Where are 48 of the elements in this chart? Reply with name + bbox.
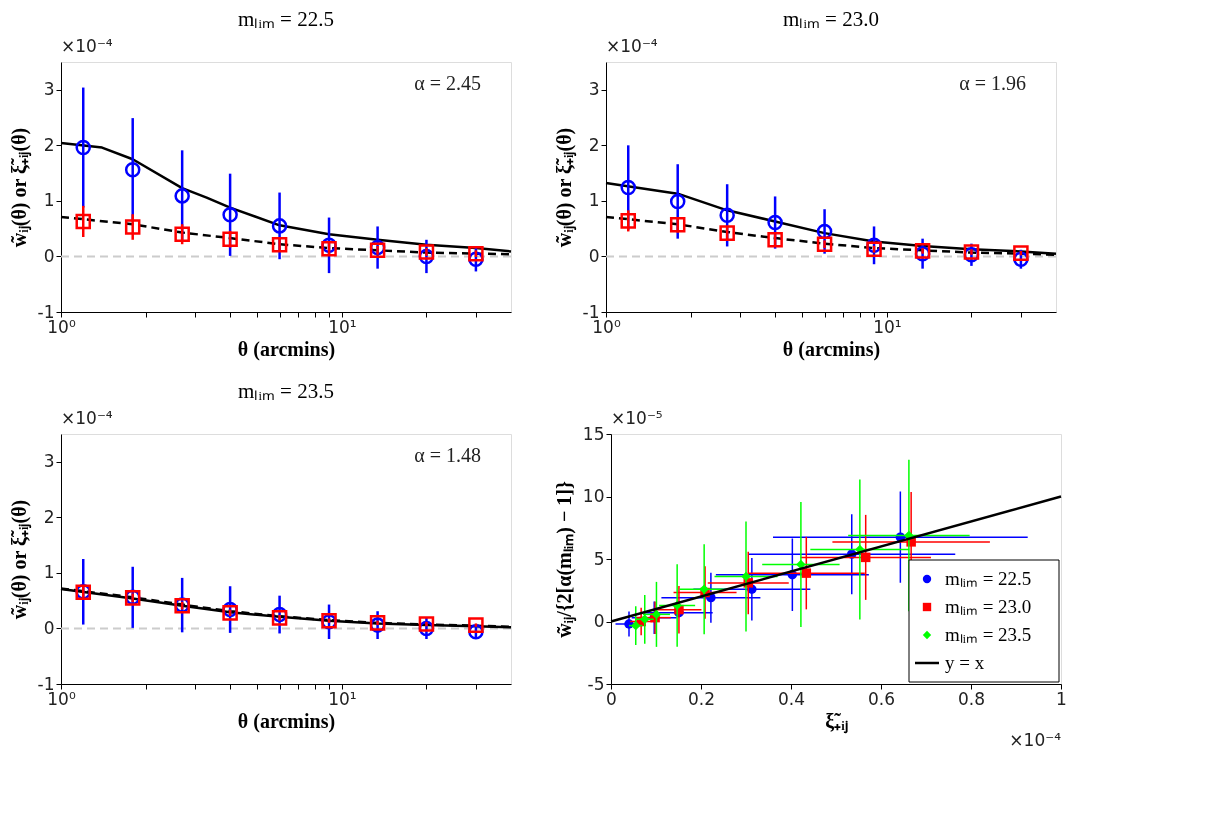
y-tick-label: 0: [593, 611, 605, 631]
y-tick-label: 1: [43, 190, 55, 211]
text: ×10⁻⁴: [606, 36, 658, 56]
chart-title: mₗᵢₘ = 23.5: [238, 379, 334, 403]
legend-label: y = x: [945, 652, 985, 673]
x-tick-label: 0.4: [777, 688, 806, 709]
text: ×10⁻⁵: [611, 408, 663, 428]
x-tick-label: 10¹: [328, 688, 357, 709]
y-tick-label: 3: [588, 79, 600, 100]
annotation: α = 2.45: [414, 72, 481, 94]
annotation: α = 1.96: [959, 72, 1026, 94]
legend-label: mₗᵢₘ = 23.0: [945, 596, 1032, 617]
y-axis-title: w̃ᵢⱼ(θ) or ξ̃₊ᵢⱼ(θ): [7, 127, 32, 248]
x-tick-label: 1: [1056, 688, 1067, 709]
y-tick-label: 3: [43, 451, 55, 472]
y-tick-label: 3: [43, 79, 55, 100]
text: ×10⁻⁴: [1009, 730, 1062, 750]
y-axis-title: w̃ᵢⱼ(θ) or ξ̃₊ᵢⱼ(θ): [552, 127, 577, 248]
y-tick-label: 2: [43, 134, 55, 155]
x-axis-title: ξ̃₊ᵢⱼ: [825, 709, 848, 734]
y-tick-label: 10: [582, 486, 605, 506]
y-tick-label: 2: [588, 134, 600, 155]
y-tick-label: 0: [43, 245, 55, 266]
y-tick-label: 1: [588, 190, 600, 211]
x-tick-label: 0.8: [957, 688, 986, 709]
text: ×10⁻⁴: [61, 36, 113, 56]
annotation: α = 1.48: [414, 444, 481, 466]
y-tick-label: 15: [582, 423, 605, 444]
y-axis-title: w̃ᵢⱼ(θ) or ξ̃₊ᵢⱼ(θ): [7, 499, 32, 620]
text: ×10⁻⁴: [61, 408, 113, 428]
y-axis-title: w̃ᵢⱼ/{2[α(mₗᵢₘ) − 1]}: [552, 481, 577, 638]
y-tick-label: 2: [43, 506, 55, 527]
y-tick-label: -5: [587, 673, 605, 694]
x-tick-label: 10¹: [873, 316, 902, 337]
y-tick-label: 1: [43, 562, 55, 583]
x-tick-label: 0.6: [867, 688, 896, 709]
chart-title: mₗᵢₘ = 23.0: [783, 7, 879, 31]
y-tick-label: 0: [43, 617, 55, 638]
x-axis-title: θ (arcmins): [237, 337, 336, 361]
y-tick-label: 5: [593, 548, 605, 569]
legend-label: mₗᵢₘ = 22.5: [945, 568, 1032, 589]
x-tick-label: 10¹: [328, 316, 357, 337]
chart-title: mₗᵢₘ = 22.5: [238, 7, 334, 31]
x-tick-label: 0.2: [687, 688, 716, 709]
legend-label: mₗᵢₘ = 23.5: [945, 624, 1032, 645]
x-axis-title: θ (arcmins): [782, 337, 881, 361]
y-tick-label: 0: [588, 245, 600, 266]
x-axis-title: θ (arcmins): [237, 709, 336, 733]
